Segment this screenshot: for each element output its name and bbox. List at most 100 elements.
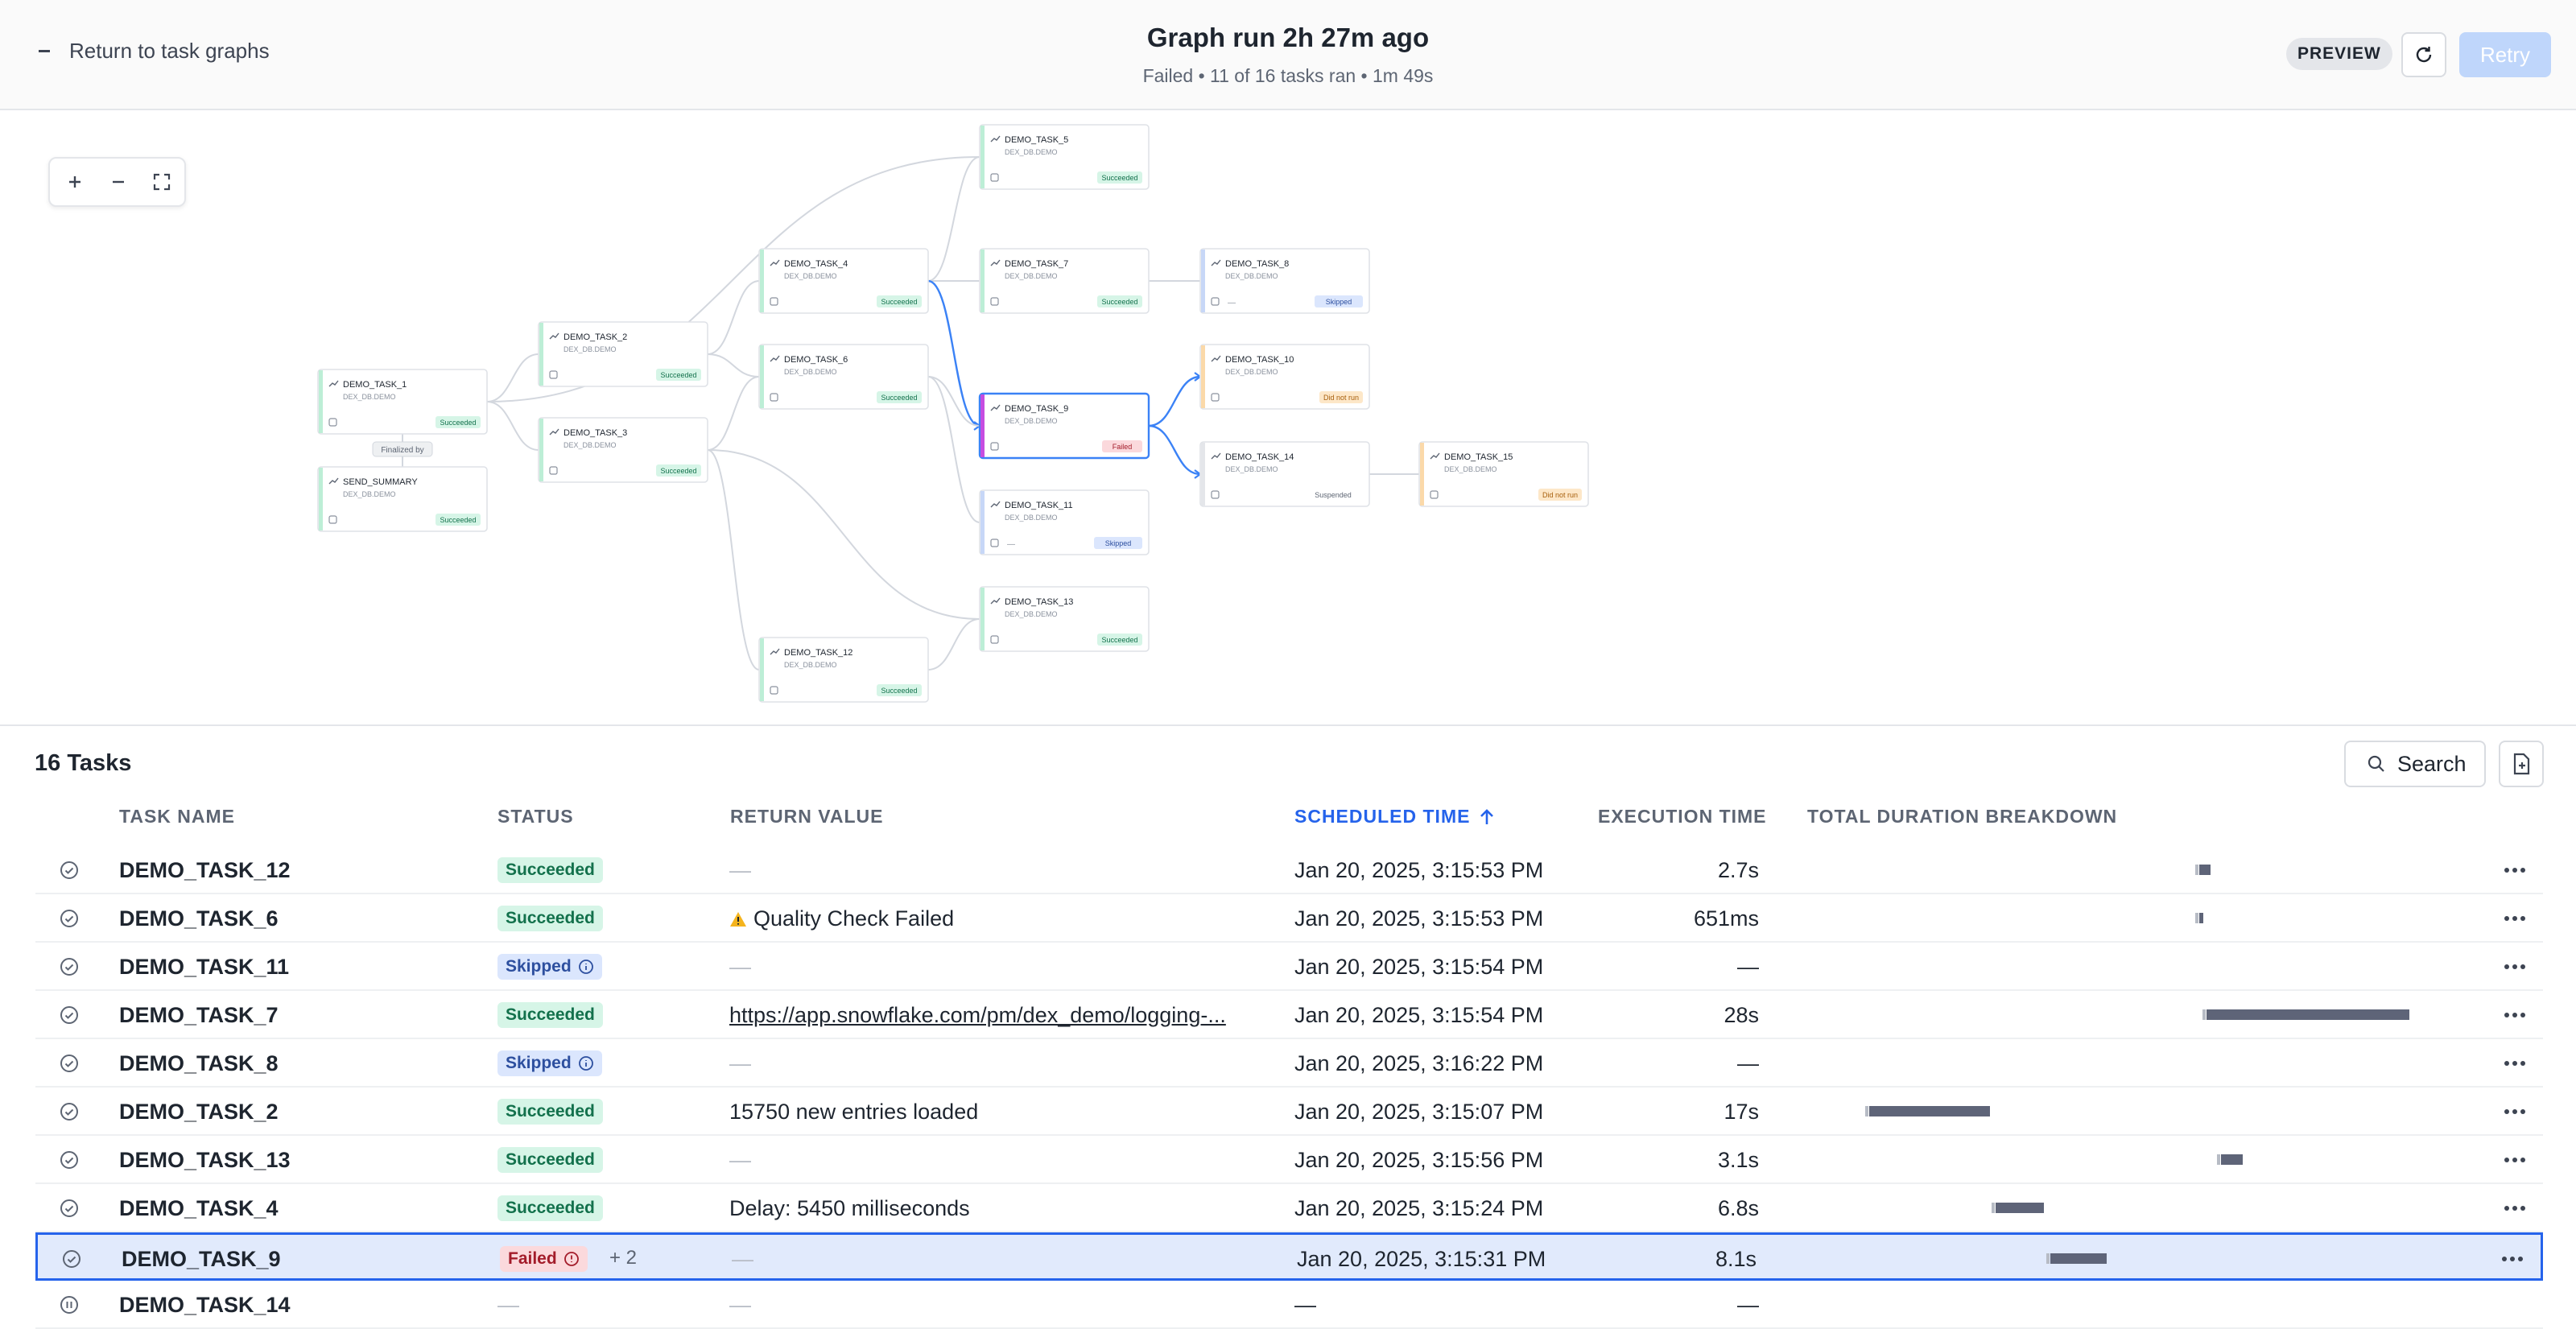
graph-node-demo-task-4[interactable]: DEMO_TASK_4 DEX_DB.DEMO Succeeded: [758, 248, 929, 314]
zoom-in-button[interactable]: [53, 159, 97, 205]
row-actions-menu-icon[interactable]: [2504, 964, 2525, 969]
svg-text:Succeeded: Succeeded: [440, 419, 476, 427]
graph-node-demo-task-13[interactable]: DEMO_TASK_13 DEX_DB.DEMO Succeeded: [979, 586, 1150, 652]
graph-node-demo-task-2[interactable]: DEMO_TASK_2 DEX_DB.DEMO Succeeded: [538, 321, 708, 387]
graph-edge: [1148, 375, 1201, 427]
svg-text:Succeeded: Succeeded: [660, 371, 696, 379]
table-row[interactable]: DEMO_TASK_9 Failed + 2 — Jan 20, 2025, 3:15:…: [35, 1232, 2543, 1281]
node-db: DEX_DB.DEMO: [343, 490, 396, 498]
node-name: DEMO_TASK_9: [1005, 404, 1068, 414]
table-row[interactable]: DEMO_TASK_14 — — — —: [35, 1281, 2543, 1329]
zoom-out-button[interactable]: [97, 159, 140, 205]
node-db: DEX_DB.DEMO: [1225, 368, 1278, 376]
row-actions-menu-icon[interactable]: [2504, 1109, 2525, 1114]
svg-text:Succeeded: Succeeded: [881, 394, 917, 402]
node-db: DEX_DB.DEMO: [784, 272, 837, 280]
scheduled-time: Jan 20, 2025, 3:15:07 PM: [1294, 1100, 1544, 1124]
execution-time: 6.8s: [1717, 1196, 1759, 1220]
graph-node-demo-task-1[interactable]: DEMO_TASK_1 DEX_DB.DEMO Succeeded: [317, 369, 488, 435]
return-value-link[interactable]: https://app.snowflake.com/pm/dex_demo/lo…: [729, 1003, 1226, 1027]
column-total-duration[interactable]: TOTAL DURATION BREAKDOWN: [1807, 806, 2118, 827]
svg-text:Failed: Failed: [1113, 443, 1133, 451]
row-actions-menu-icon[interactable]: [2502, 1257, 2523, 1261]
table-row[interactable]: DEMO_TASK_13 Succeeded — Jan 20, 2025, 3:15…: [35, 1136, 2543, 1184]
return-value: —: [732, 1247, 753, 1271]
execution-time: 28s: [1724, 1003, 1759, 1027]
table-row[interactable]: DEMO_TASK_7 Succeeded https://app.snowflak…: [35, 991, 2543, 1039]
node-info-icon: [770, 297, 778, 306]
column-scheduled-time[interactable]: SCHEDULED TIME: [1294, 806, 1494, 828]
graph-edge: [707, 353, 760, 378]
graph-node-demo-task-12[interactable]: DEMO_TASK_12 DEX_DB.DEMO Succeeded: [758, 637, 929, 703]
execution-time: —: [1737, 955, 1759, 979]
graph-node-demo-task-8[interactable]: DEMO_TASK_8 DEX_DB.DEMO — Skipped: [1199, 248, 1370, 314]
execution-time: 2.7s: [1717, 858, 1759, 882]
graph-edge: [927, 156, 980, 282]
row-actions-menu-icon[interactable]: [2504, 916, 2525, 921]
column-task-name[interactable]: TASK NAME: [119, 806, 236, 827]
svg-text:Succeeded: Succeeded: [1101, 636, 1137, 644]
node-db: DEX_DB.DEMO: [1444, 465, 1497, 473]
search-button[interactable]: Search: [2344, 741, 2486, 787]
graph-node-demo-task-6[interactable]: DEMO_TASK_6 DEX_DB.DEMO Succeeded: [758, 344, 929, 410]
retry-button[interactable]: Retry: [2459, 32, 2551, 77]
graph-node-demo-task-10[interactable]: DEMO_TASK_10 DEX_DB.DEMO Did not run: [1199, 344, 1370, 410]
row-actions-menu-icon[interactable]: [2504, 1206, 2525, 1211]
graph-node-demo-task-7[interactable]: DEMO_TASK_7 DEX_DB.DEMO Succeeded: [979, 248, 1150, 314]
row-actions-menu-icon[interactable]: [2504, 1061, 2525, 1066]
node-status-badge: Skipped: [1315, 295, 1363, 307]
graph-node-demo-task-11[interactable]: DEMO_TASK_11 DEX_DB.DEMO — Skipped: [979, 489, 1150, 555]
graph-edge: [927, 618, 980, 671]
task-icon: [1211, 259, 1221, 266]
svg-text:Succeeded: Succeeded: [1101, 298, 1137, 306]
status-badge: Succeeded: [497, 906, 603, 931]
task-icon: [328, 477, 339, 485]
svg-text:Suspended: Suspended: [1315, 491, 1352, 499]
info-icon: [578, 960, 593, 974]
table-row[interactable]: DEMO_TASK_6 Succeeded Quality Check Failed…: [35, 894, 2543, 943]
refresh-button[interactable]: [2401, 32, 2446, 77]
table-row[interactable]: DEMO_TASK_8 Skipped — Jan 20, 2025, 3:16:22…: [35, 1039, 2543, 1088]
status-badge: Failed: [500, 1246, 588, 1272]
graph-edge: [1148, 424, 1201, 476]
graph-node-demo-task-15[interactable]: DEMO_TASK_15 DEX_DB.DEMO Did not run: [1418, 441, 1589, 507]
task-name: DEMO_TASK_8: [119, 1051, 279, 1075]
column-execution-time[interactable]: EXECUTION TIME: [1598, 806, 1767, 827]
return-value: —: [729, 1148, 751, 1172]
execution-time: 3.1s: [1717, 1148, 1759, 1172]
column-return-value[interactable]: RETURN VALUE: [730, 806, 884, 827]
warning-icon: [730, 912, 746, 927]
task-name: DEMO_TASK_4: [119, 1196, 279, 1220]
column-status[interactable]: STATUS: [497, 806, 574, 827]
graph-edge: [707, 449, 760, 671]
row-actions-menu-icon[interactable]: [2504, 868, 2525, 873]
task-icon: [990, 501, 1001, 508]
row-actions-menu-icon[interactable]: [2504, 1013, 2525, 1017]
search-label: Search: [2397, 751, 2467, 776]
graph-node-demo-task-9[interactable]: DEMO_TASK_9 DEX_DB.DEMO Failed: [978, 392, 1150, 460]
graph-node-demo-task-14[interactable]: DEMO_TASK_14 DEX_DB.DEMO Suspended: [1199, 441, 1370, 507]
additional-attempts[interactable]: + 2: [609, 1247, 638, 1269]
table-row[interactable]: DEMO_TASK_11 Skipped — Jan 20, 2025, 3:15:5…: [35, 943, 2543, 991]
return-to-task-graphs-link[interactable]: Return to task graphs: [39, 39, 270, 64]
task-icon: [990, 597, 1001, 605]
table-row[interactable]: DEMO_TASK_2 Succeeded 15750 new entries lo…: [35, 1088, 2543, 1136]
node-info-icon: [549, 466, 558, 475]
node-return: —: [1228, 299, 1236, 307]
graph-node-demo-task-3[interactable]: DEMO_TASK_3 DEX_DB.DEMO Succeeded: [538, 417, 708, 483]
export-button[interactable]: [2499, 741, 2544, 787]
node-info-icon: [328, 418, 337, 427]
graph-edge: [707, 376, 760, 451]
fit-view-button[interactable]: [140, 159, 184, 205]
node-info-icon: [770, 686, 778, 695]
table-row[interactable]: DEMO_TASK_12 Succeeded — Jan 20, 2025, 3:15…: [35, 846, 2543, 894]
row-actions-menu-icon[interactable]: [2504, 1158, 2525, 1162]
node-status-badge: Succeeded: [1097, 634, 1142, 646]
graph-node-demo-task-5[interactable]: DEMO_TASK_5 DEX_DB.DEMO Succeeded: [979, 124, 1150, 190]
return-value: Delay: 5450 milliseconds: [729, 1196, 970, 1220]
table-row[interactable]: DEMO_TASK_4 Succeeded Delay: 5450 millisec…: [35, 1184, 2543, 1232]
execution-time: —: [1737, 1051, 1759, 1075]
return-value: —: [729, 858, 751, 882]
task-graph-canvas[interactable]: Finalized by DEMO_TASK_1 DEX_DB.DEMO Succee…: [0, 110, 2576, 724]
graph-node-send-summary[interactable]: SEND_SUMMARY DEX_DB.DEMO Succeeded: [317, 466, 488, 532]
